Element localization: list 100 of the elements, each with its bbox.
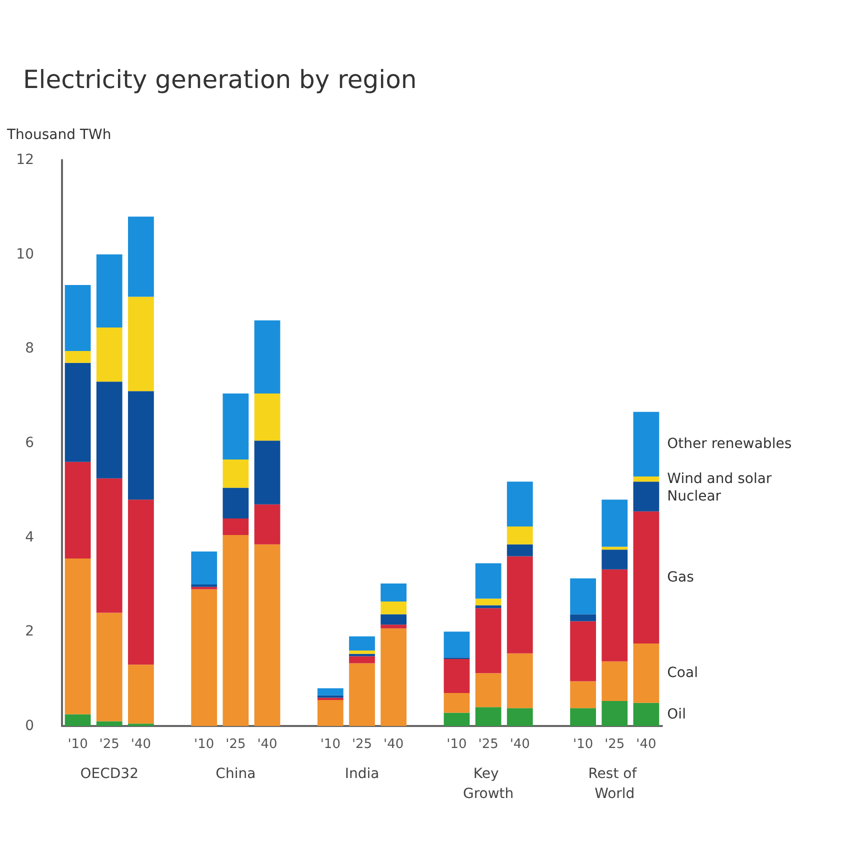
y-axis-title: Thousand TWh [6, 127, 112, 143]
bar [96, 254, 122, 328]
series-label: Wind and solar [667, 471, 772, 488]
bar [96, 721, 122, 726]
series-label: Other renewables [667, 436, 792, 452]
bar [570, 621, 596, 682]
bar [602, 661, 628, 701]
bar [191, 589, 218, 726]
bar [444, 659, 470, 693]
x-tick-label: '10 [446, 737, 467, 752]
bar [602, 701, 628, 726]
bar [64, 284, 91, 352]
bar [349, 656, 375, 664]
bar [633, 511, 660, 644]
series-label: Oil [667, 706, 686, 722]
y-tick-label: 8 [25, 340, 34, 357]
x-tick-label: '10 [320, 737, 340, 752]
x-tick-label: '40 [130, 737, 152, 752]
bar [475, 598, 502, 606]
bar [633, 412, 660, 476]
x-tick-label: '40 [636, 737, 656, 752]
bar [570, 681, 596, 708]
bar [317, 700, 344, 726]
bar [602, 569, 628, 662]
bar [222, 393, 249, 460]
bar [96, 327, 122, 382]
text: OECD32 [80, 766, 138, 782]
bar [64, 558, 91, 714]
bar [506, 556, 533, 654]
text: Rest of World [588, 766, 642, 802]
x-tick-label: '10 [572, 737, 594, 752]
bar [380, 584, 407, 602]
bar [317, 688, 344, 696]
bar [128, 216, 154, 297]
bar [570, 614, 596, 622]
x-tick-label: '40 [257, 737, 278, 752]
bar [96, 382, 122, 478]
series-label: Gas [667, 569, 694, 586]
bar [349, 650, 375, 654]
x-tick-label: '25 [226, 737, 246, 752]
bar [254, 440, 280, 504]
bar [128, 500, 154, 665]
bar [254, 320, 280, 394]
bar [602, 550, 628, 570]
text: Key Growth [462, 766, 514, 802]
bar [570, 578, 596, 614]
bar [475, 563, 502, 599]
bar [380, 601, 407, 614]
y-tick-label: 4 [25, 529, 34, 546]
bar [64, 362, 91, 462]
bar [128, 296, 154, 392]
bar [633, 702, 660, 726]
y-tick-label: 0 [25, 718, 34, 734]
bar [317, 698, 344, 700]
bar [222, 518, 249, 535]
bar [128, 391, 154, 500]
x-tick-label: '25 [352, 737, 372, 752]
bar [349, 636, 375, 651]
series-label: Nuclear [667, 488, 722, 505]
bar [380, 624, 407, 628]
text: China [216, 766, 256, 782]
bar [254, 393, 280, 441]
bar [380, 628, 407, 726]
bar [96, 612, 122, 722]
text: India [344, 766, 380, 782]
y-tick-label: 2 [25, 624, 34, 640]
bar [380, 614, 407, 625]
bar [506, 482, 533, 526]
bar [475, 673, 502, 708]
bar [96, 478, 122, 613]
bar [444, 712, 470, 726]
bar [633, 643, 660, 703]
bar [191, 551, 218, 584]
bar [506, 708, 533, 726]
x-tick-label: '40 [384, 737, 404, 752]
bar [475, 707, 502, 726]
y-tick-label: 6 [25, 435, 34, 451]
bar [570, 708, 596, 726]
bar [128, 664, 154, 724]
y-tick-label: 10 [16, 246, 34, 262]
bar [602, 500, 628, 547]
bar [506, 544, 533, 556]
x-tick-label: '10 [194, 737, 214, 752]
bar [475, 608, 502, 674]
x-tick-label: '40 [510, 737, 530, 752]
bar [64, 714, 91, 726]
bar [444, 692, 470, 713]
bar [222, 460, 249, 488]
bar [64, 462, 91, 559]
x-tick-label: '25 [99, 737, 120, 752]
bar [444, 632, 470, 658]
x-tick-label: '25 [478, 737, 498, 752]
series-label: Coal [667, 665, 698, 682]
x-tick-label: '25 [604, 737, 625, 752]
bar [633, 482, 660, 512]
bar [633, 476, 660, 482]
bar [254, 504, 280, 544]
y-tick-label: 12 [16, 152, 34, 168]
x-tick-label: '10 [68, 737, 88, 752]
bar [254, 544, 280, 726]
